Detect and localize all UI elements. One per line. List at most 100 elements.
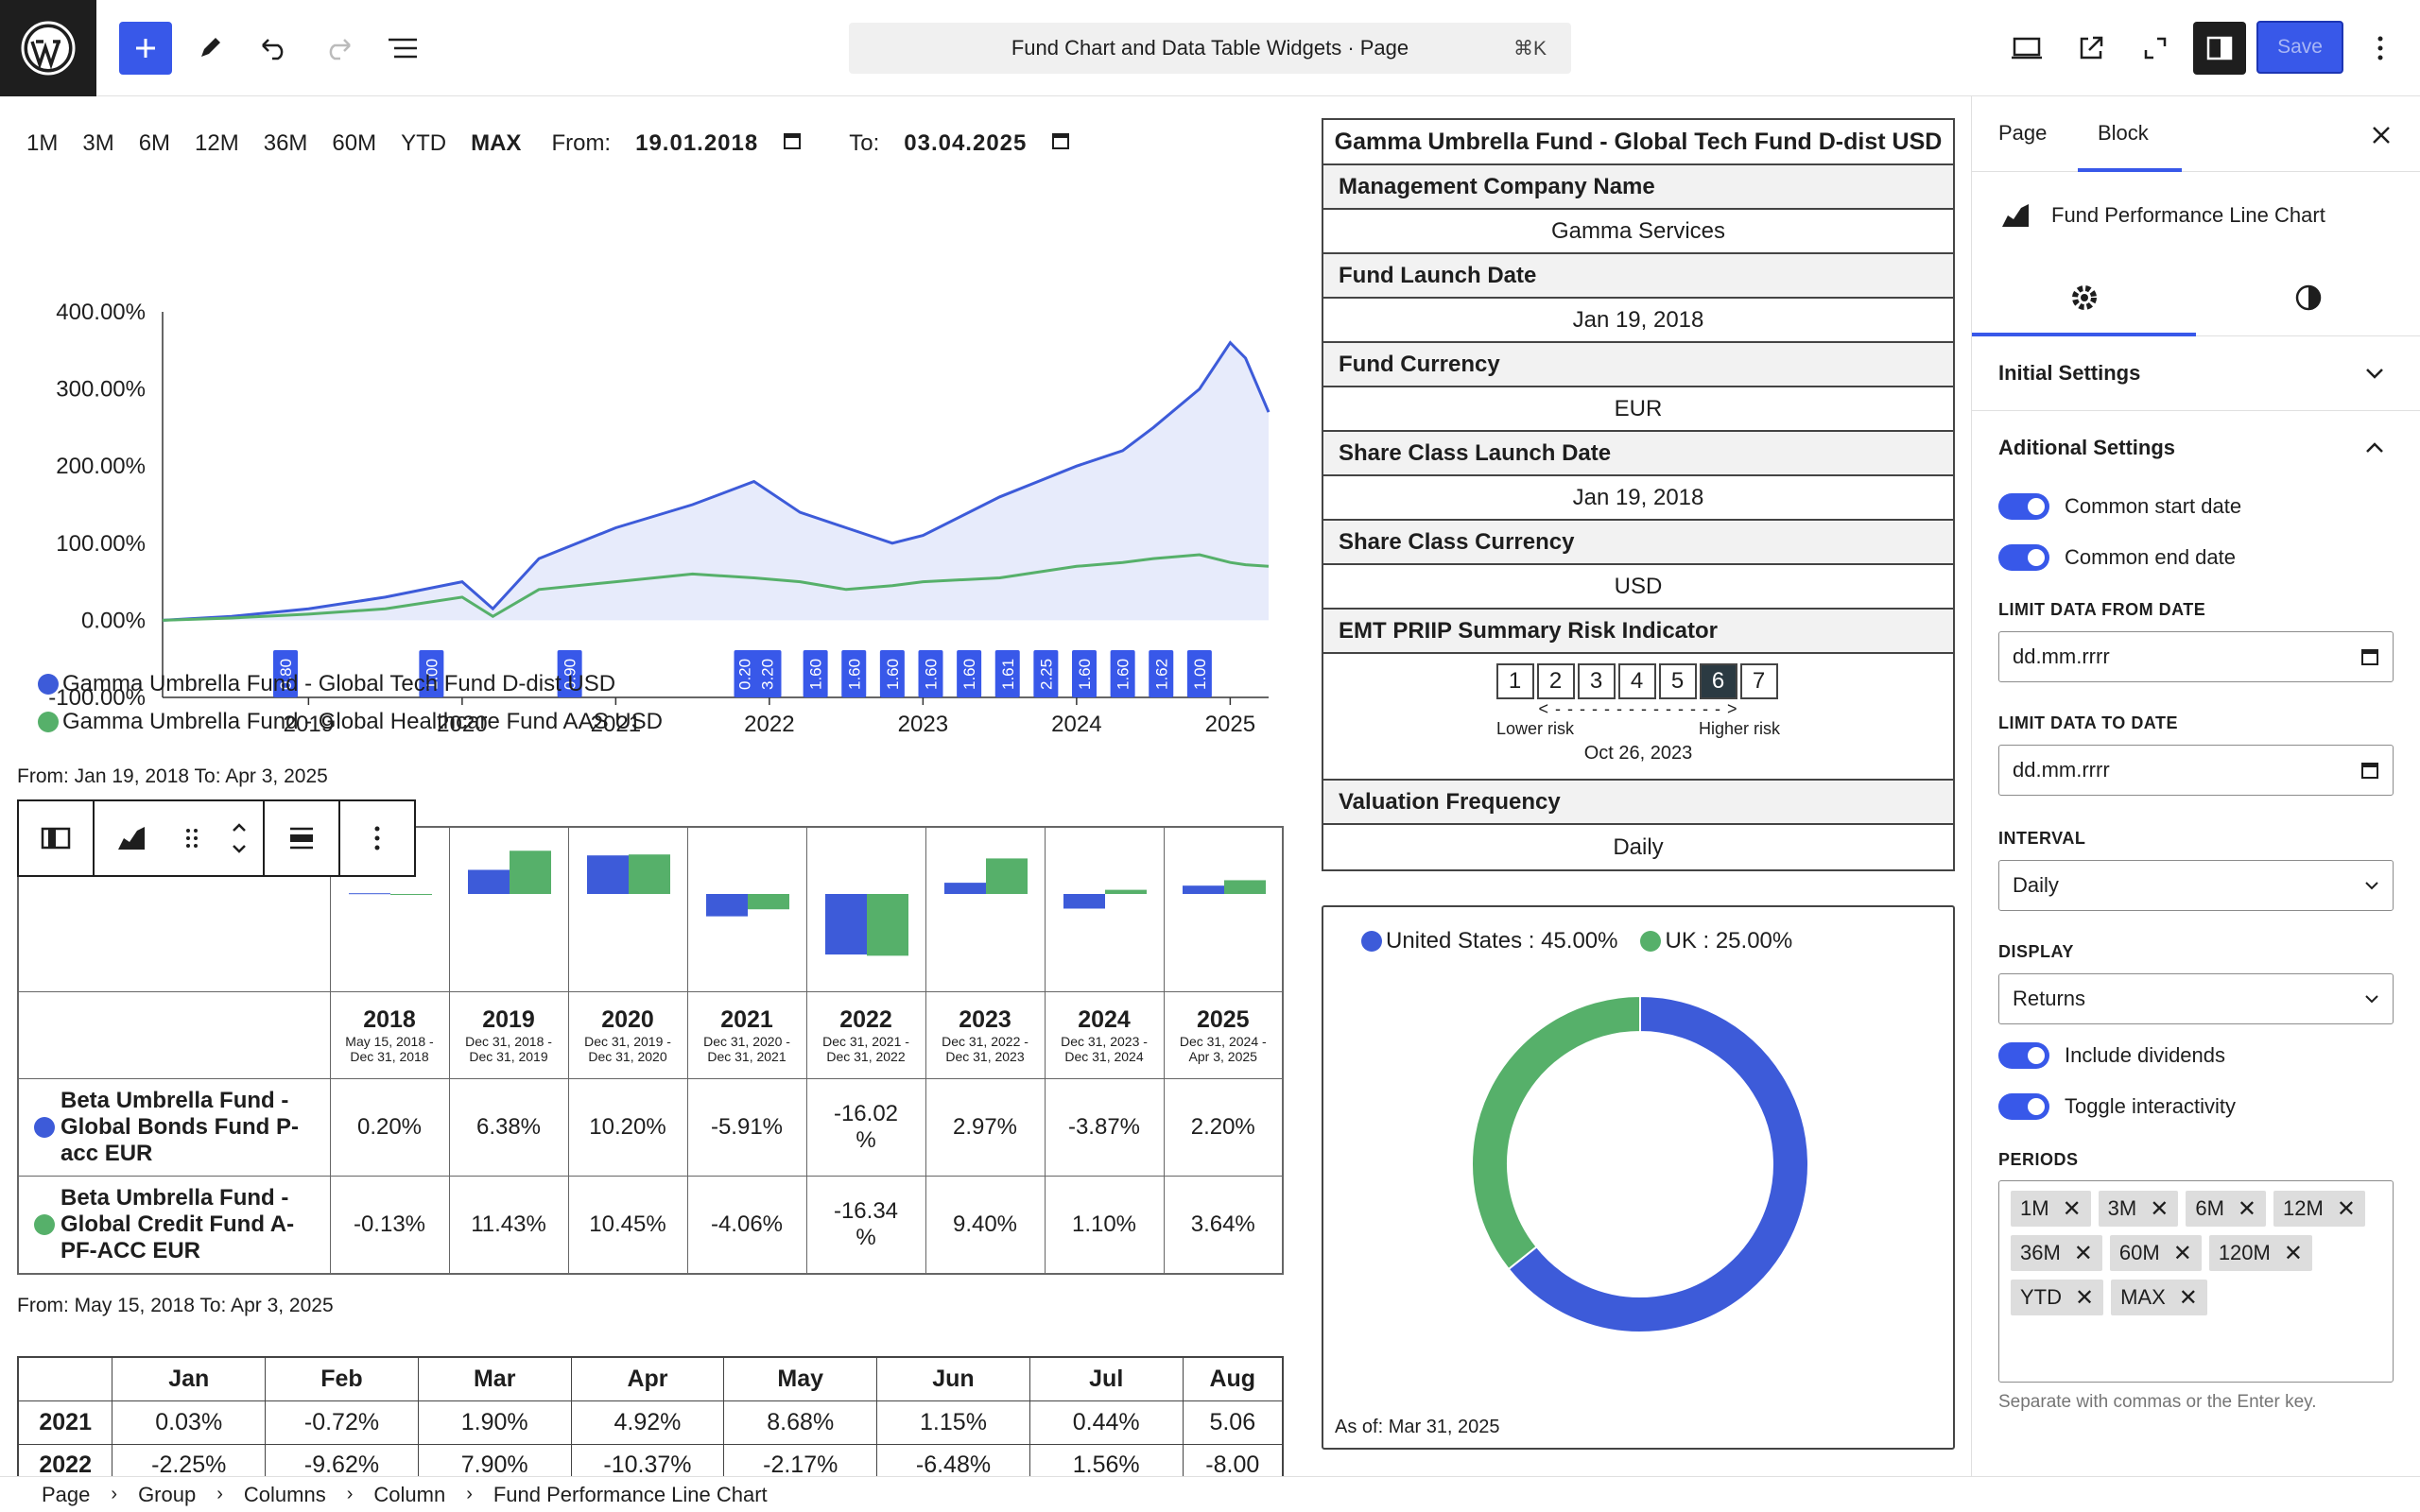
- return-bar[interactable]: [1223, 880, 1266, 894]
- toggle-switch[interactable]: [1998, 1042, 2049, 1069]
- dividend-marker[interactable]: 1.62: [1149, 650, 1174, 697]
- return-bar[interactable]: [825, 894, 867, 955]
- device-preview-button[interactable]: [2000, 22, 2053, 75]
- remove-token-icon[interactable]: ✕: [2073, 1240, 2093, 1266]
- breadcrumb-item[interactable]: Page: [42, 1482, 91, 1506]
- period-36m[interactable]: 36M: [263, 130, 308, 156]
- toggle-include-dividends[interactable]: Include dividends: [1998, 1042, 2225, 1069]
- document-overview-button[interactable]: [376, 22, 429, 75]
- return-bar[interactable]: [1182, 885, 1224, 894]
- settings-sidebar-toggle[interactable]: [2193, 22, 2246, 75]
- return-bar[interactable]: [390, 894, 432, 895]
- dividend-marker[interactable]: 0.80: [273, 650, 298, 697]
- save-button[interactable]: Save: [2256, 21, 2343, 74]
- view-page-button[interactable]: [2065, 22, 2118, 75]
- breadcrumb-item[interactable]: Columns: [243, 1482, 326, 1506]
- calendar-icon[interactable]: [1051, 130, 1070, 157]
- dividend-marker[interactable]: 1.60: [957, 650, 982, 697]
- country-donut-chart[interactable]: [1451, 975, 1829, 1353]
- return-bar[interactable]: [587, 855, 629, 894]
- period-1m[interactable]: 1M: [26, 130, 59, 156]
- calendar-icon[interactable]: [2360, 761, 2379, 780]
- periods-token-field[interactable]: 1M ✕ 3M ✕ 6M ✕ 12M ✕ 36M ✕ 60M ✕ 120M ✕ YTD ✕ MAX ✕: [1998, 1180, 2394, 1383]
- from-date-value[interactable]: 19.01.2018: [635, 130, 759, 156]
- remove-token-icon[interactable]: ✕: [2075, 1284, 2095, 1311]
- period-ytd[interactable]: YTD: [401, 130, 447, 156]
- calendar-icon[interactable]: [783, 130, 802, 157]
- close-icon[interactable]: [2371, 125, 2392, 146]
- series-line-tech[interactable]: [162, 340, 1270, 622]
- legend-item-tech[interactable]: Gamma Umbrella Fund - Global Tech Fund D…: [38, 671, 615, 697]
- block-type-button[interactable]: [95, 801, 168, 875]
- tools-button[interactable]: [183, 22, 236, 75]
- add-block-button[interactable]: [119, 22, 172, 75]
- tab-styles[interactable]: [2196, 259, 2420, 336]
- toggle-switch[interactable]: [1998, 493, 2049, 520]
- wordpress-logo-button[interactable]: [0, 0, 96, 96]
- command-palette-button[interactable]: Fund Chart and Data Table Widgets · Page…: [849, 23, 1571, 74]
- return-bar[interactable]: [349, 893, 390, 895]
- dividend-marker[interactable]: 1.60: [803, 650, 828, 697]
- donut-slice-united-states[interactable]: [1507, 994, 1809, 1333]
- align-button[interactable]: [265, 801, 338, 875]
- drag-handle[interactable]: [168, 801, 216, 875]
- options-menu-button[interactable]: [2354, 22, 2407, 75]
- dividend-marker[interactable]: 2.25: [1033, 650, 1059, 697]
- toggle-common-start-date[interactable]: Common start date: [1998, 493, 2241, 520]
- remove-token-icon[interactable]: ✕: [2178, 1284, 2198, 1311]
- toggle-switch[interactable]: [1998, 544, 2049, 571]
- select-parent-button[interactable]: [19, 801, 93, 875]
- dividend-marker[interactable]: 1.61: [994, 650, 1020, 697]
- move-up-down-buttons[interactable]: [216, 801, 263, 875]
- return-bar[interactable]: [510, 850, 551, 894]
- toggle-interactivity[interactable]: Toggle interactivity: [1998, 1093, 2236, 1120]
- period-6m[interactable]: 6M: [138, 130, 171, 156]
- tab-page[interactable]: Page: [1998, 121, 2048, 145]
- period-3m[interactable]: 3M: [82, 130, 114, 156]
- dividend-marker[interactable]: 1.00: [1186, 650, 1212, 697]
- breadcrumb-item[interactable]: Group: [138, 1482, 197, 1506]
- interval-select[interactable]: Daily: [1998, 860, 2394, 911]
- dividend-marker[interactable]: 0.20 3.20: [734, 650, 782, 697]
- return-bar[interactable]: [748, 894, 789, 910]
- return-bar[interactable]: [1105, 889, 1147, 894]
- series-line-healthcare[interactable]: [162, 553, 1270, 622]
- limit-from-date-input[interactable]: dd.mm.rrrr: [1998, 631, 2394, 682]
- fund-name[interactable]: Beta Umbrella Fund - Global Bonds Fund P…: [60, 1088, 299, 1166]
- period-12m[interactable]: 12M: [195, 130, 239, 156]
- fund-name[interactable]: Beta Umbrella Fund - Global Credit Fund …: [60, 1184, 295, 1263]
- remove-token-icon[interactable]: ✕: [2336, 1195, 2356, 1222]
- period-max[interactable]: MAX: [471, 130, 522, 156]
- dividend-marker[interactable]: 1.60: [918, 650, 943, 697]
- initial-settings-panel[interactable]: Initial Settings: [1972, 336, 2420, 411]
- legend-item-healthcare[interactable]: Gamma Umbrella Fund - Global Healthcare …: [38, 709, 663, 735]
- chevron-up-icon[interactable]: [2365, 441, 2384, 455]
- return-bar[interactable]: [867, 894, 908, 956]
- calendar-icon[interactable]: [2360, 647, 2379, 666]
- breadcrumb-item[interactable]: Fund Performance Line Chart: [493, 1482, 768, 1506]
- return-bar[interactable]: [468, 869, 510, 894]
- limit-to-date-input[interactable]: dd.mm.rrrr: [1998, 745, 2394, 796]
- dividend-marker[interactable]: 1.60: [1110, 650, 1135, 697]
- return-bar[interactable]: [944, 883, 986, 894]
- fullscreen-button[interactable]: [2129, 22, 2182, 75]
- remove-token-icon[interactable]: ✕: [2237, 1195, 2257, 1222]
- dividend-marker[interactable]: 0.90: [557, 650, 582, 697]
- dividend-marker[interactable]: 1.60: [841, 650, 867, 697]
- remove-token-icon[interactable]: ✕: [2283, 1240, 2303, 1266]
- remove-token-icon[interactable]: ✕: [2062, 1195, 2082, 1222]
- remove-token-icon[interactable]: ✕: [2172, 1240, 2192, 1266]
- display-select[interactable]: Returns: [1998, 973, 2394, 1024]
- block-options-button[interactable]: [340, 801, 414, 875]
- dividend-marker[interactable]: 1.60: [1072, 650, 1097, 697]
- dividend-marker[interactable]: 1.60: [879, 650, 905, 697]
- breadcrumb-item[interactable]: Column: [373, 1482, 446, 1506]
- period-60m[interactable]: 60M: [332, 130, 377, 156]
- toggle-switch[interactable]: [1998, 1093, 2049, 1120]
- redo-button[interactable]: [312, 22, 365, 75]
- dividend-marker[interactable]: 1.00: [419, 650, 444, 697]
- section-title[interactable]: Aditional Settings: [1998, 436, 2175, 459]
- return-bar[interactable]: [629, 854, 670, 894]
- undo-button[interactable]: [248, 22, 301, 75]
- tab-settings[interactable]: [1972, 259, 2196, 336]
